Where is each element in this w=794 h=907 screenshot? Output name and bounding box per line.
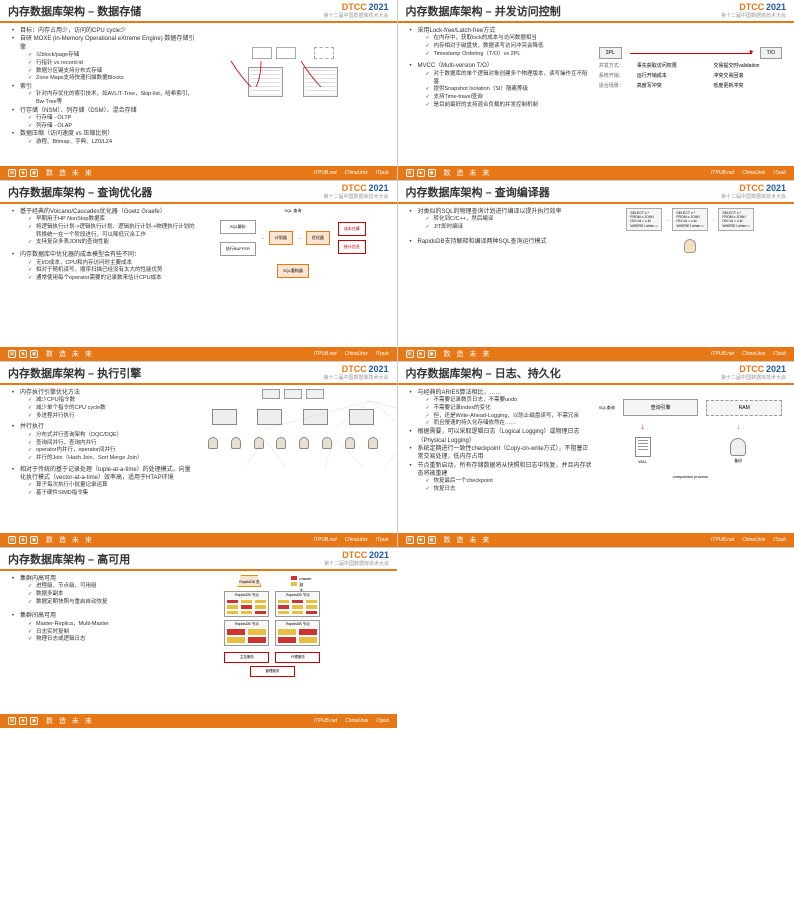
bullets: 对类似的SQL的物理查询计划进行编译以提升执行效率 转化到C/C++，然后编译J… bbox=[410, 208, 593, 255]
bullets: 采用Lock-free/Latch-free方式 在内存中，获取lock的成本与… bbox=[410, 27, 593, 109]
diagram-ha: RapidsDB 查询节点 master副本 RapidsDB 节点 Rapid… bbox=[160, 575, 385, 680]
slide-5: 内存数据库架构 – 执行引擎DTCC 2021第十二届中国数据库技术大会 内存执… bbox=[0, 362, 397, 547]
slide-title: 内存数据库架构 – 数据存储 bbox=[8, 3, 323, 19]
bullets: 集群内高可用 进程级、节点级、可用组数据多副本数据定期快照与重启自动恢复 集群间… bbox=[12, 575, 154, 680]
slide-grid: 内存数据库架构 – 数据存储 DTCC 2021第十二届中国数据库技术大会 目标… bbox=[0, 0, 794, 728]
logo: DTCC 2021第十二届中国数据库技术大会 bbox=[323, 2, 388, 19]
diagram-concurrency: 2PLT/O 并发方式：事先获取访问权限交易提交时validation 系统开销… bbox=[599, 27, 782, 109]
slide-7: 内存数据库架构 – 高可用DTCC 2021第十二届中国数据库技术大会 集群内高… bbox=[0, 548, 397, 728]
bullets: 与经典的ARIES算法相比，…… 不需要记录数页日志，不需要undo不需要记录i… bbox=[410, 389, 593, 494]
slide-2: 内存数据库架构 – 并发访问控制DTCC 2021第十二届中国数据库技术大会 采… bbox=[398, 0, 794, 180]
bullets: 内存执行引擎优化方法 减少CPU指令数减少单个指令的CPU cycle数多进程并… bbox=[12, 389, 195, 499]
bullets: 目标：内存占用少，访问的CPU cycle少 自研 MOXE (in-Memor… bbox=[12, 27, 195, 147]
slide-1: 内存数据库架构 – 数据存储 DTCC 2021第十二届中国数据库技术大会 目标… bbox=[0, 0, 397, 180]
diagram-execution bbox=[201, 389, 384, 499]
diagram-optimizer: SQL 查询 SQL解析 执行BUFFER → 计划器 → 优化器 成本估算 统… bbox=[201, 208, 384, 284]
diagram-compiler: SELECT c.* FROM c JOIN l ON l.id = c.id … bbox=[599, 208, 782, 255]
footer: ⊞◈◉ 数 造 未 来 ITPUB.netChinaUnixITpub bbox=[0, 166, 397, 180]
slide-4: 内存数据库架构 – 查询编译器DTCC 2021第十二届中国数据库技术大会 对类… bbox=[398, 181, 794, 361]
slide-3: 内存数据库架构 – 查询优化器DTCC 2021第十二届中国数据库技术大会 基于… bbox=[0, 181, 397, 361]
slide-header: 内存数据库架构 – 数据存储 DTCC 2021第十二届中国数据库技术大会 bbox=[0, 0, 397, 23]
diagram-storage bbox=[201, 27, 384, 147]
empty-slot bbox=[397, 548, 794, 728]
slide-6: 内存数据库架构 – 日志、持久化DTCC 2021第十二届中国数据库技术大会 与… bbox=[398, 362, 794, 547]
bullets: 基于经典的Volcano/Cascades优化器（Goetz Graefe） 早… bbox=[12, 208, 195, 284]
diagram-logging: SQL查询查询引擎RAM ↓↓ WAL 备份 compaction proces… bbox=[599, 389, 782, 494]
